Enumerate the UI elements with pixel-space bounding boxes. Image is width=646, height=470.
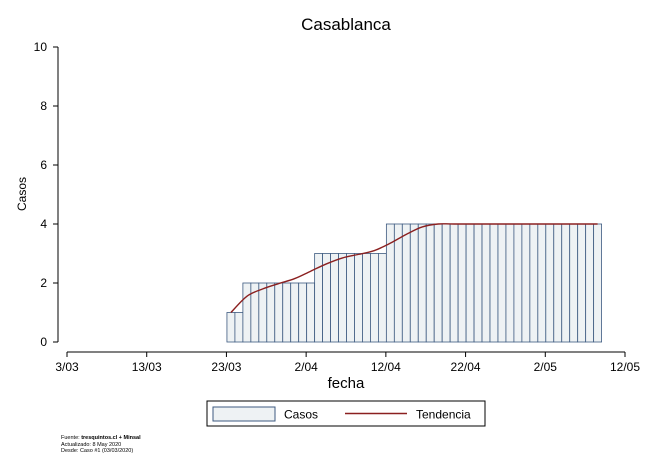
bar-2020-04-19 — [441, 223, 451, 343]
y-tick-label-0: 0 — [40, 335, 47, 349]
bar-2020-05-03 — [553, 223, 563, 343]
source-note: Fuente: tresquintos.cl + Minsal Actualiz… — [61, 435, 141, 455]
x-axis-title: fecha — [328, 375, 365, 392]
bar-2020-03-25 — [242, 282, 252, 343]
bar-2020-04-23 — [473, 223, 483, 343]
bar-2020-04-16 — [417, 223, 427, 343]
axes-layer: 0 2 4 6 8 10 3/03 13/03 23/03 2/04 12/04 22/04 2/05 1… — [34, 40, 641, 374]
legend: Casos Tendencia — [206, 400, 486, 427]
bar-2020-03-27 — [258, 282, 268, 343]
source-brand: tresquintos.cl + Minsal — [81, 435, 141, 441]
x-tick-label-2020-04-22: 22/04 — [451, 360, 481, 374]
legend-swatch-casos — [212, 406, 276, 422]
updated-note: Actualizado: 8 May 2020 — [61, 441, 122, 448]
bar-2020-05-04 — [561, 223, 571, 343]
bar-2020-05-08 — [593, 223, 603, 343]
x-tick-label-2020-03-23: 23/03 — [211, 360, 241, 374]
trend-line — [230, 223, 598, 313]
bar-2020-04-17 — [425, 223, 435, 343]
since-note: Desde: Caso #1 (03/03/2020) — [61, 448, 134, 455]
bar-2020-04-25 — [489, 223, 499, 343]
bar-2020-04-29 — [521, 223, 531, 343]
bar-2020-04-14 — [401, 223, 411, 343]
bar-2020-03-30 — [282, 282, 292, 343]
bar-2020-03-23 — [226, 312, 236, 343]
x-tick-label-2020-03-13: 13/03 — [132, 360, 162, 374]
bar-2020-03-28 — [266, 282, 276, 343]
bar-2020-04-01 — [298, 282, 308, 343]
source-prefix: Fuente: — [61, 435, 80, 441]
bar-2020-05-01 — [537, 223, 547, 343]
bar-2020-04-21 — [457, 223, 467, 343]
bar-2020-05-02 — [545, 223, 555, 343]
bar-2020-03-29 — [274, 282, 284, 343]
bar-2020-03-24 — [234, 312, 244, 343]
x-tick-label-2020-05-12: 12/05 — [610, 360, 640, 374]
y-axis-title: Casos — [15, 177, 29, 211]
bar-2020-04-30 — [529, 223, 539, 343]
y-tick-label-4: 4 — [40, 217, 47, 231]
x-tick-label-2020-03-03: 3/03 — [55, 360, 79, 374]
bar-2020-05-07 — [585, 223, 595, 343]
bar-2020-04-06 — [338, 253, 347, 343]
y-tick-label-8: 8 — [40, 99, 47, 113]
bar-2020-04-10 — [370, 253, 379, 343]
trend-line-layer — [230, 223, 598, 313]
bar-2020-04-28 — [513, 223, 523, 343]
bar-2020-04-24 — [481, 223, 491, 343]
y-tick-label-6: 6 — [40, 158, 47, 172]
bar-2020-04-04 — [322, 253, 331, 343]
bar-2020-05-05 — [569, 223, 579, 343]
legend-label-tendencia: Tendencia — [416, 408, 471, 422]
legend-label-casos: Casos — [284, 408, 318, 422]
bar-2020-04-13 — [393, 223, 403, 343]
bars-layer — [226, 223, 603, 343]
bar-2020-05-06 — [577, 223, 587, 343]
y-tick-label-2: 2 — [40, 276, 47, 290]
bar-2020-04-11 — [377, 253, 387, 343]
y-tick-label-10: 10 — [34, 40, 48, 54]
bar-2020-04-07 — [346, 253, 355, 343]
bar-2020-04-27 — [505, 223, 515, 343]
x-tick-label-2020-04-02: 2/04 — [294, 360, 318, 374]
bar-2020-04-09 — [362, 253, 371, 343]
bar-2020-04-02 — [306, 282, 316, 343]
chart-title: Casablanca — [301, 15, 391, 34]
bar-2020-04-26 — [497, 223, 507, 343]
bar-2020-04-20 — [449, 223, 459, 343]
bar-2020-04-05 — [330, 253, 339, 343]
bar-2020-04-15 — [409, 223, 419, 343]
x-tick-label-2020-05-02: 2/05 — [534, 360, 558, 374]
bar-2020-04-22 — [465, 223, 475, 343]
bar-2020-04-08 — [354, 253, 363, 343]
bar-2020-04-18 — [433, 223, 443, 343]
x-tick-label-2020-04-12: 12/04 — [371, 360, 401, 374]
bar-2020-03-31 — [290, 282, 300, 343]
